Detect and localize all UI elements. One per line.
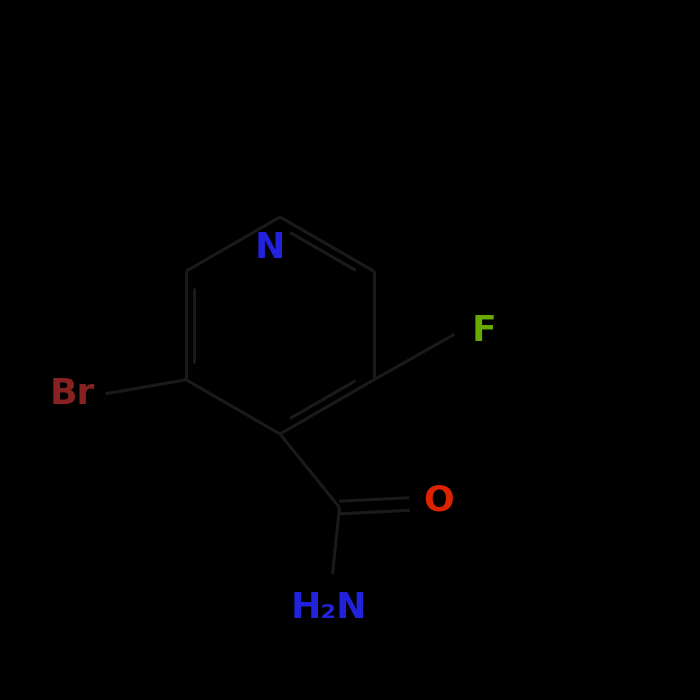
Text: Br: Br: [50, 377, 95, 411]
Text: F: F: [472, 314, 497, 348]
Text: N: N: [254, 232, 285, 265]
Text: O: O: [424, 484, 454, 517]
Text: H₂N: H₂N: [290, 592, 368, 626]
